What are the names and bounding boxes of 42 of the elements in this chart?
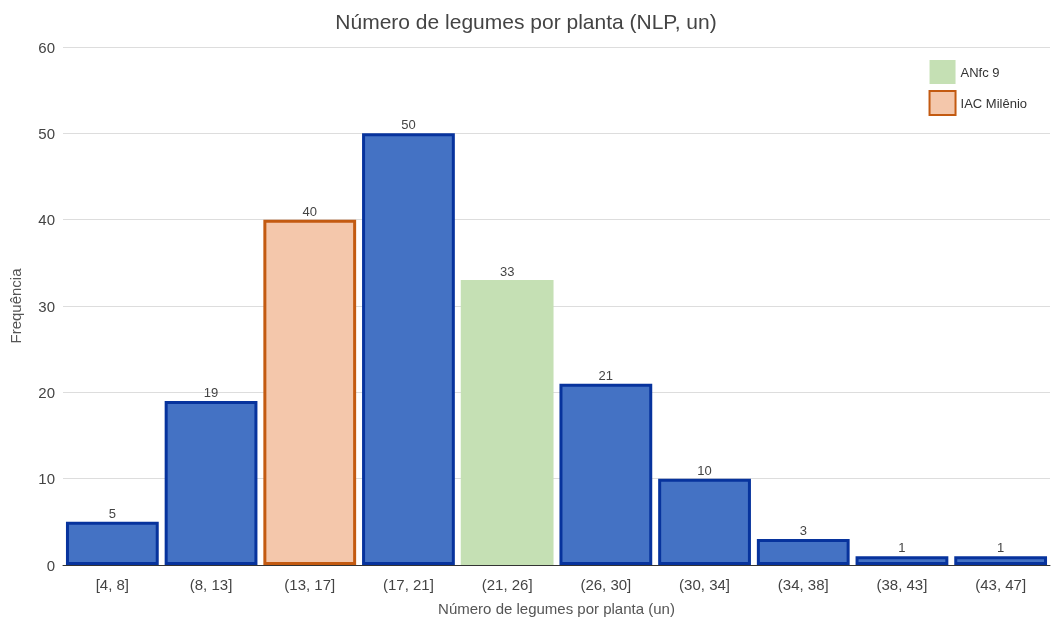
chart-title: Número de legumes por planta (NLP, un) bbox=[335, 10, 717, 33]
x-tick-label: (17, 21] bbox=[383, 576, 434, 593]
x-tick-label: (43, 47] bbox=[975, 576, 1027, 593]
legend-label: IAC Milênio bbox=[960, 95, 1027, 111]
x-tick-label: (26, 30] bbox=[580, 576, 632, 593]
bar bbox=[954, 556, 1048, 565]
y-tick-label: 0 bbox=[46, 556, 55, 574]
x-tick-label: (13, 17] bbox=[284, 576, 336, 593]
bar bbox=[164, 400, 258, 565]
bar bbox=[658, 478, 751, 565]
y-tick-label: 50 bbox=[38, 124, 55, 142]
data-label: 1 bbox=[997, 540, 1005, 556]
data-label: 10 bbox=[697, 462, 712, 478]
bar bbox=[263, 219, 357, 565]
bar bbox=[756, 539, 850, 565]
y-tick-label: 30 bbox=[38, 297, 55, 315]
legend-label: ANfc 9 bbox=[960, 64, 1000, 80]
data-label: 19 bbox=[203, 384, 219, 400]
data-label: 40 bbox=[302, 203, 317, 219]
data-label: 1 bbox=[898, 540, 906, 556]
y-axis-title: Frequência bbox=[7, 267, 24, 344]
bar bbox=[65, 521, 159, 565]
x-tick-label: (38, 43] bbox=[876, 576, 928, 593]
data-label: 50 bbox=[401, 117, 416, 133]
x-tick-label: (8, 13] bbox=[189, 576, 233, 593]
x-tick-label: (21, 26] bbox=[481, 576, 533, 593]
y-tick-label: 10 bbox=[38, 470, 55, 488]
y-tick-label: 60 bbox=[38, 38, 55, 56]
x-tick-label: [4, 8] bbox=[95, 576, 130, 593]
bar bbox=[855, 556, 949, 565]
data-label: 33 bbox=[499, 264, 515, 280]
bar bbox=[559, 383, 653, 565]
data-label: 5 bbox=[108, 505, 116, 521]
y-tick-label: 20 bbox=[38, 383, 55, 401]
x-tick-label: (30, 34] bbox=[679, 576, 730, 593]
data-label: 21 bbox=[598, 367, 614, 383]
data-label: 3 bbox=[799, 523, 807, 539]
bar bbox=[362, 133, 455, 565]
x-tick-label: (34, 38] bbox=[777, 576, 829, 593]
x-axis-title: Número de legumes por planta (un) bbox=[438, 600, 675, 617]
y-tick-label: 40 bbox=[38, 211, 55, 229]
bar bbox=[460, 280, 554, 565]
